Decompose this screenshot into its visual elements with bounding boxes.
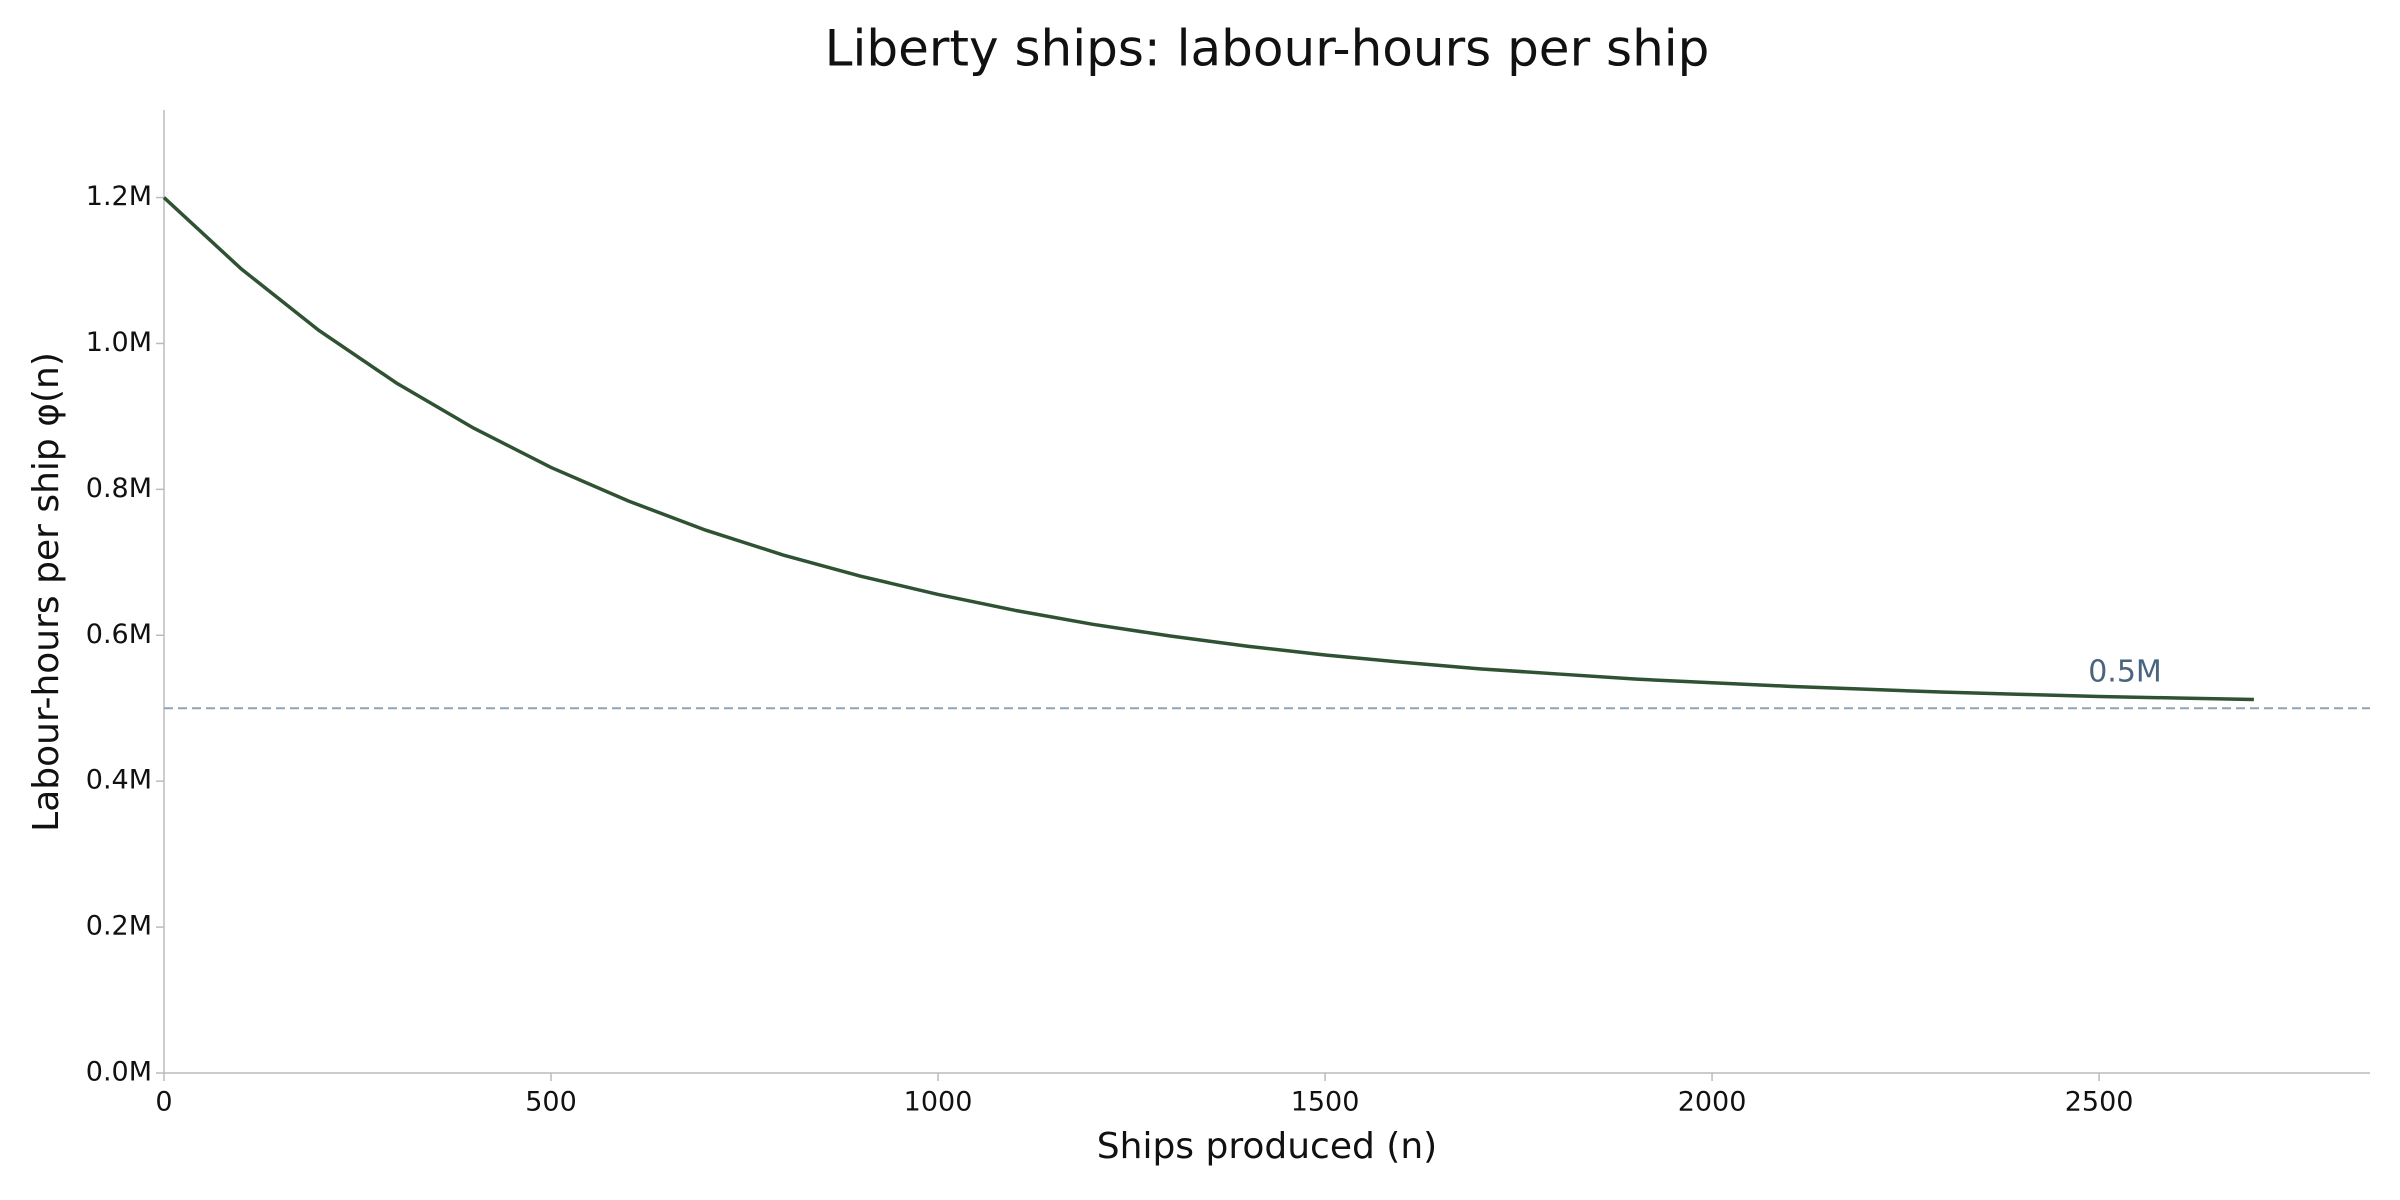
y-axis-label: Labour-hours per ship φ(n) <box>26 352 67 832</box>
x-tick-label: 2000 <box>1678 1087 1747 1118</box>
x-tick-label: 0 <box>155 1087 172 1118</box>
line-series <box>162 196 2254 702</box>
x-tick-label: 2500 <box>2065 1087 2134 1118</box>
x-tick-label: 1000 <box>904 1087 973 1118</box>
x-axis-label: Ships produced (n) <box>1097 1126 1437 1167</box>
y-tick-label: 0.4M <box>86 765 152 796</box>
chart-title: Liberty ships: labour-hours per ship <box>825 20 1710 78</box>
y-tick-label: 0.0M <box>86 1057 152 1088</box>
y-tick-label: 1.2M <box>86 181 152 212</box>
x-tick-label: 500 <box>525 1087 577 1118</box>
y-tick-label: 1.0M <box>86 327 152 358</box>
x-tick-label: 1500 <box>1291 1087 1360 1118</box>
reference-label: 0.5M <box>2088 655 2162 690</box>
y-tick-label: 0.8M <box>86 473 152 504</box>
y-tick-label: 0.2M <box>86 911 152 942</box>
y-tick-label: 0.6M <box>86 619 152 650</box>
